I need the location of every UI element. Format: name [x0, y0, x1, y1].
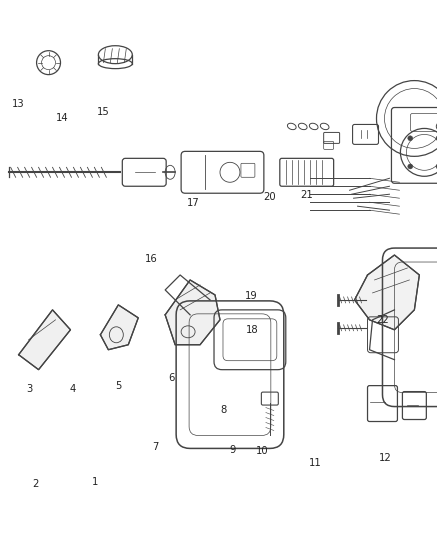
Text: 22: 22	[376, 314, 389, 325]
Polygon shape	[19, 310, 71, 370]
Text: 10: 10	[256, 447, 269, 456]
Text: 18: 18	[245, 325, 258, 335]
Circle shape	[436, 136, 438, 141]
Text: 4: 4	[70, 384, 76, 394]
Text: 3: 3	[26, 384, 32, 394]
Text: 12: 12	[378, 453, 391, 463]
Text: 2: 2	[32, 479, 39, 489]
Text: 8: 8	[220, 405, 226, 415]
Text: 6: 6	[168, 373, 174, 383]
Text: 1: 1	[92, 477, 98, 487]
Text: 11: 11	[309, 458, 321, 468]
Text: 5: 5	[115, 381, 122, 391]
Circle shape	[408, 136, 413, 141]
Text: 7: 7	[152, 442, 159, 452]
Circle shape	[408, 164, 413, 169]
Text: 16: 16	[145, 254, 158, 263]
Text: 21: 21	[300, 190, 313, 200]
Text: 17: 17	[187, 198, 199, 208]
Text: 13: 13	[12, 100, 25, 109]
Polygon shape	[165, 280, 220, 345]
Text: 15: 15	[97, 108, 110, 117]
Text: 19: 19	[245, 290, 258, 301]
Text: 9: 9	[229, 445, 235, 455]
Polygon shape	[355, 255, 419, 330]
Text: 14: 14	[56, 113, 68, 123]
Polygon shape	[100, 305, 138, 350]
Circle shape	[436, 164, 438, 169]
Text: 20: 20	[263, 192, 276, 203]
